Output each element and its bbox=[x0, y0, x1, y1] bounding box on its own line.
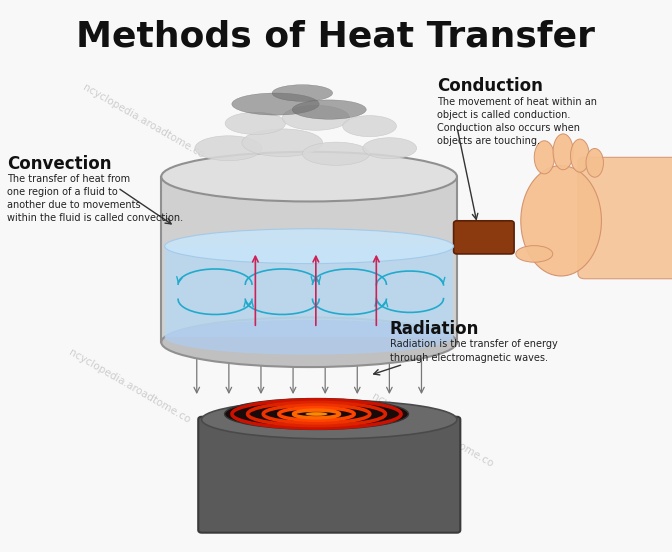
Ellipse shape bbox=[232, 93, 319, 115]
Ellipse shape bbox=[292, 100, 366, 119]
Ellipse shape bbox=[521, 166, 601, 276]
Ellipse shape bbox=[586, 148, 603, 177]
Ellipse shape bbox=[225, 113, 286, 135]
Ellipse shape bbox=[282, 105, 349, 130]
Ellipse shape bbox=[242, 129, 323, 157]
Text: Convection: Convection bbox=[7, 155, 112, 173]
FancyBboxPatch shape bbox=[198, 417, 460, 533]
Ellipse shape bbox=[306, 412, 327, 416]
FancyBboxPatch shape bbox=[161, 177, 457, 342]
Ellipse shape bbox=[553, 134, 573, 169]
Text: The transfer of heat from
one region of a fluid to
another due to movements
with: The transfer of heat from one region of … bbox=[7, 174, 183, 224]
Ellipse shape bbox=[302, 142, 370, 166]
Text: Conduction: Conduction bbox=[437, 77, 543, 95]
Text: ncyclopedia.aroadtome.co: ncyclopedia.aroadtome.co bbox=[370, 391, 495, 470]
Ellipse shape bbox=[224, 399, 409, 429]
Ellipse shape bbox=[165, 320, 454, 355]
Ellipse shape bbox=[165, 229, 454, 263]
Ellipse shape bbox=[571, 139, 589, 172]
Text: The movement of heat within an
object is called conduction.
Conduction also occu: The movement of heat within an object is… bbox=[437, 97, 597, 146]
Ellipse shape bbox=[363, 138, 417, 159]
Ellipse shape bbox=[195, 136, 262, 161]
Text: Radiation is the transfer of energy
through electromagnetic waves.: Radiation is the transfer of energy thro… bbox=[390, 339, 558, 363]
Ellipse shape bbox=[272, 85, 333, 102]
FancyBboxPatch shape bbox=[165, 246, 453, 337]
Text: ncyclopedia.aroadtome.co: ncyclopedia.aroadtome.co bbox=[67, 347, 192, 426]
FancyBboxPatch shape bbox=[578, 157, 672, 279]
Text: ncyclopedia.aroadtome.co: ncyclopedia.aroadtome.co bbox=[81, 82, 206, 161]
Ellipse shape bbox=[534, 141, 554, 174]
Text: Radiation: Radiation bbox=[390, 320, 479, 338]
Ellipse shape bbox=[516, 246, 552, 262]
Ellipse shape bbox=[161, 152, 457, 201]
Ellipse shape bbox=[343, 116, 396, 137]
Ellipse shape bbox=[161, 317, 457, 367]
Text: Methods of Heat Transfer: Methods of Heat Transfer bbox=[77, 19, 595, 54]
FancyBboxPatch shape bbox=[454, 221, 514, 254]
Text: dia.aroadtome.co: dia.aroadtome.co bbox=[302, 183, 387, 237]
Ellipse shape bbox=[202, 400, 457, 439]
Text: ncyclopedia.aroadtome.co: ncyclopedia.aroadtome.co bbox=[188, 209, 313, 288]
